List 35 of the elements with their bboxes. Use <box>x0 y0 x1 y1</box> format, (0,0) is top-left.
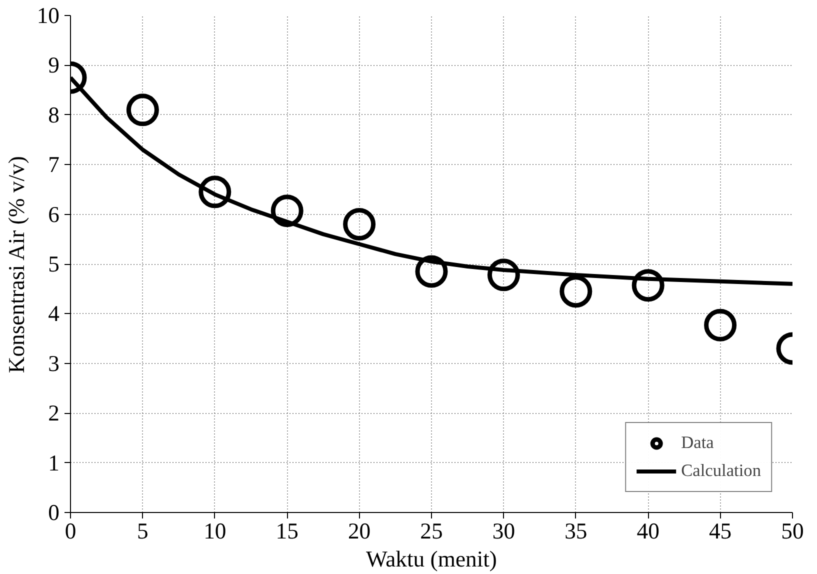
point <box>198 176 232 208</box>
x-tick-label: 45 <box>708 518 732 544</box>
y-tick-label: 10 <box>36 3 60 28</box>
y-tick-label: 9 <box>48 52 60 78</box>
point <box>415 255 448 288</box>
x-tick-label: 10 <box>204 518 226 544</box>
y-tick-label: 7 <box>48 152 60 178</box>
y-tick-label: 6 <box>48 202 60 227</box>
y-tick-label: 0 <box>48 500 60 525</box>
y-tick-label: 8 <box>48 102 60 128</box>
y-axis-title: Konsentrasi Air (% v/v) <box>4 156 29 374</box>
y-tick-label: 4 <box>48 301 60 326</box>
x-tick-label: 30 <box>492 518 516 544</box>
point <box>487 258 520 292</box>
x-tick-label: 35 <box>564 518 588 544</box>
x-tick-label: 0 <box>64 518 76 544</box>
x-tick-label: 40 <box>636 518 660 544</box>
point <box>632 269 664 302</box>
legend-label: Data <box>681 433 714 453</box>
point <box>270 194 304 228</box>
point <box>560 275 592 308</box>
x-tick-label: 20 <box>348 518 371 544</box>
y-tick-label: 2 <box>48 400 60 426</box>
x-axis-title: Waktu (menit) <box>366 546 497 572</box>
point <box>704 308 737 342</box>
point <box>126 94 159 126</box>
y-tick-label: 1 <box>48 450 60 476</box>
legend-label: Calculation <box>681 461 761 481</box>
x-tick-label: 5 <box>137 518 148 544</box>
x-tick-label: 50 <box>781 518 804 544</box>
y-tick-label: 5 <box>48 252 60 276</box>
x-tick-label: 15 <box>276 518 298 544</box>
x-tick-label: 25 <box>420 518 443 544</box>
point <box>343 208 376 240</box>
y-tick-label: 3 <box>48 350 60 376</box>
